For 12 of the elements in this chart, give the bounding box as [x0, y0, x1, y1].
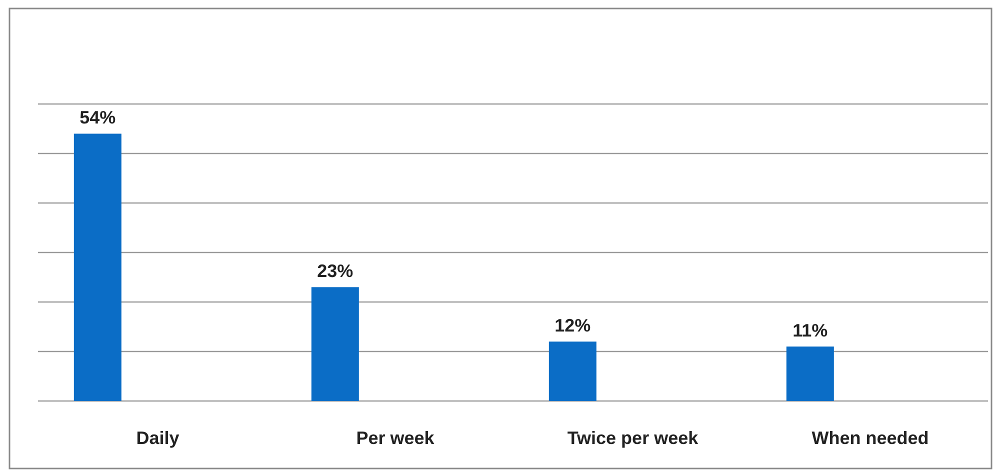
x-tick-label: When needed [812, 428, 929, 448]
bar [74, 134, 122, 401]
bar [548, 342, 596, 401]
x-tick-label: Daily [136, 428, 180, 448]
x-tick-label: Per week [356, 428, 436, 448]
data-label: 23% [317, 261, 354, 282]
data-label: 12% [554, 316, 591, 336]
bar [786, 346, 834, 401]
data-label: 54% [80, 108, 116, 128]
data-label: 11% [792, 320, 828, 341]
x-tick-label: Twice per week [567, 428, 700, 448]
bar [311, 287, 359, 401]
